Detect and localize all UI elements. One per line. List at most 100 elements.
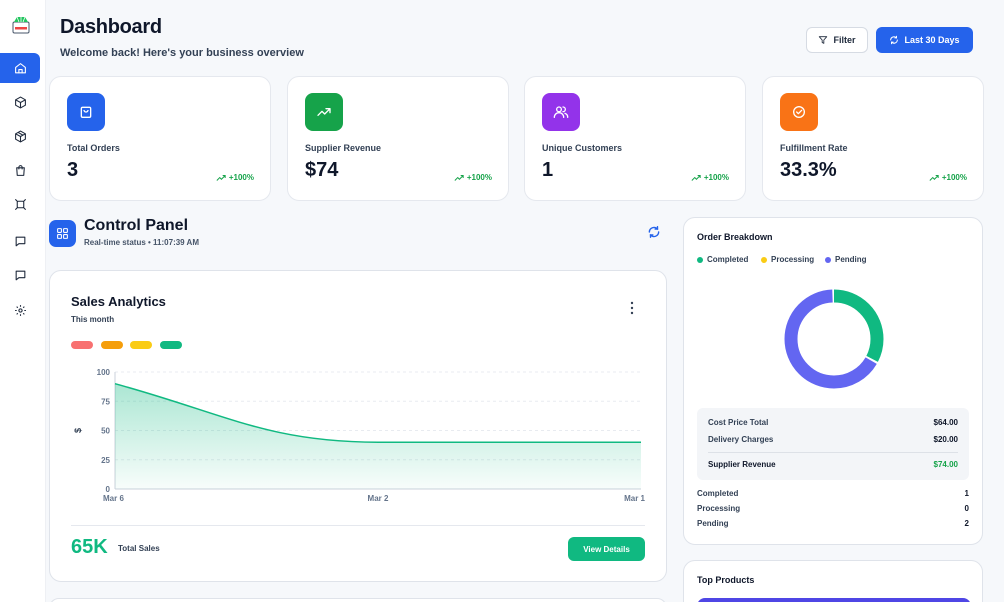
stat-card-fulfillment-rate: Fulfillment Rate 33.3% +100% [762,76,984,201]
series-line [114,382,641,443]
top-product-bar[interactable] [697,598,971,602]
x-tick-label: Mar 2 [368,494,389,503]
date-range-label: Last 30 Days [904,35,960,45]
summary-row-cost: Cost Price Total $64.00 [708,418,958,427]
next-card [49,598,667,602]
stat-label: Total Orders [67,143,120,153]
stat-change: +100% [216,173,254,182]
refresh-icon[interactable] [647,225,661,239]
legend-dot [697,256,703,263]
sidebar-item-inventory[interactable] [0,121,40,151]
sidebar [0,0,46,602]
order-donut-chart [784,289,884,389]
stat-change: +100% [929,173,967,182]
total-sales-label: Total Sales [118,544,160,553]
legend-item-pending: Pending [825,255,867,264]
legend-dot [761,256,767,263]
stat-icon-box [780,93,818,131]
trending-up-icon [216,174,226,181]
divider [71,525,645,526]
grid-icon [57,228,68,239]
date-range-button[interactable]: Last 30 Days [876,27,973,53]
stat-value: 33.3% [780,159,837,181]
legend-item-processing: Processing [761,255,814,264]
page-subtitle: Welcome back! Here's your business overv… [60,47,304,59]
stat-card-total-orders: Total Orders 3 +100% [49,76,271,201]
stat-icon-box [542,93,580,131]
series-pill[interactable] [160,341,182,349]
y-tick-label: 100 [97,368,111,377]
y-tick-label: 25 [101,456,110,465]
donut-slice-completed[interactable] [784,289,884,389]
page-title: Dashboard [60,16,162,38]
legend-item-completed: Completed [697,255,748,264]
x-tick-label: Mar 6 [103,494,124,503]
count-row-processing: Processing 0 [697,504,969,513]
count-row-pending: Pending 2 [697,519,969,528]
view-details-button[interactable]: View Details [568,537,645,561]
frame-icon [14,198,26,210]
sales-period: This month [71,315,115,324]
x-tick-label: Mar 1 [624,494,645,503]
stat-value: 1 [542,159,554,181]
revenue-summary: Cost Price Total $64.00 Delivery Charges… [697,408,969,480]
sidebar-item-messages[interactable] [0,226,40,256]
package-icon [14,130,26,142]
trending-up-icon [317,108,331,116]
y-tick-label: 0 [106,485,111,494]
stat-value: $74 [305,159,339,181]
y-axis-label: $ [73,428,83,433]
sidebar-item-settings[interactable] [0,295,40,325]
chat-icon [15,270,25,280]
order-breakdown-card: Order Breakdown Completed Processing Pen… [683,217,983,545]
sales-chart: 100 75 50 25 0 $ Mar 6 Mar 2 Mar 1 [73,368,646,503]
filter-icon [819,36,828,44]
summary-row-revenue: Supplier Revenue $74.00 [708,460,958,469]
home-icon [14,62,26,73]
sales-title: Sales Analytics [71,294,166,309]
series-pill[interactable] [101,341,123,349]
donut-slice-pending[interactable] [784,289,884,389]
trending-up-icon [691,174,701,181]
stat-label: Supplier Revenue [305,143,382,153]
sidebar-item-orders[interactable] [0,155,40,185]
series-pill[interactable] [71,341,93,349]
check-circle-icon [793,106,805,118]
more-options-icon[interactable] [628,301,636,315]
stat-icon-box [67,93,105,131]
message-icon [15,236,25,246]
order-breakdown-title: Order Breakdown [697,232,773,242]
stat-card-unique-customers: Unique Customers 1 +100% [524,76,746,201]
shopping-bag-icon [80,106,92,118]
area-fill [115,383,641,489]
legend-dot [825,256,831,263]
users-icon [553,106,569,118]
stat-label: Fulfillment Rate [780,143,848,153]
shopping-bag-icon [15,164,25,176]
y-tick-label: 50 [101,427,110,436]
sales-analytics-card: Sales Analytics This month 100 75 50 25 0 $ Ma… [49,270,667,582]
control-panel-status: Real-time status • 11:07:39 AM [84,238,199,247]
top-products-card: Top Products [683,560,983,602]
series-pill[interactable] [130,341,152,349]
refresh-icon [890,35,899,45]
sidebar-item-chat[interactable] [0,260,40,290]
total-sales-value: 65K [71,536,108,558]
store-logo-icon[interactable] [10,14,32,36]
summary-divider [708,452,958,453]
y-tick-label: 75 [101,397,110,406]
summary-row-delivery: Delivery Charges $20.00 [708,435,958,444]
filter-button[interactable]: Filter [806,27,868,53]
stat-value: 3 [67,159,79,181]
stat-icon-box [305,93,343,131]
control-panel-icon-box [49,220,76,247]
sidebar-item-customers[interactable] [0,189,40,219]
control-panel-title: Control Panel [84,217,189,234]
box-icon [14,96,26,108]
stat-change: +100% [454,173,492,182]
trending-up-icon [454,174,464,181]
gear-icon [14,304,26,316]
sidebar-item-home[interactable] [0,53,40,83]
stat-change: +100% [691,173,729,182]
sidebar-item-products[interactable] [0,87,40,117]
